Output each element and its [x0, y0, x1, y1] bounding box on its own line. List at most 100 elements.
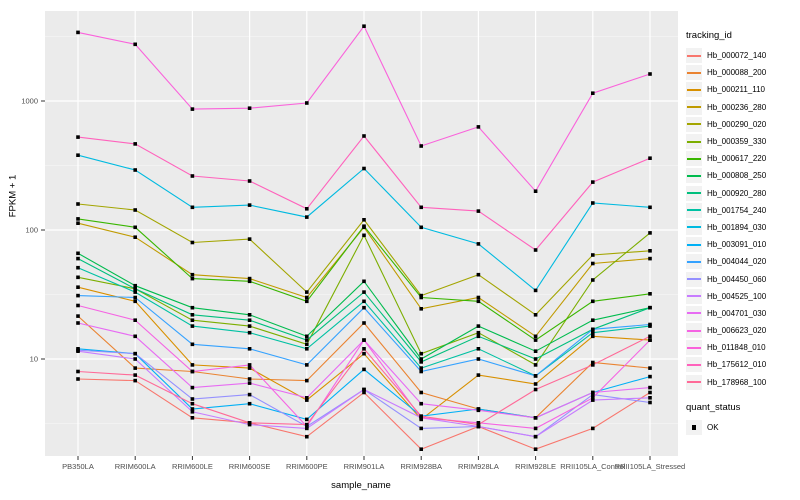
data-point: [591, 334, 595, 339]
x-tick-label: RRII105LA_Control: [560, 462, 625, 471]
legend-item-label: Hb_001754_240: [707, 205, 767, 215]
data-point: [305, 101, 309, 105]
data-point: [362, 279, 366, 284]
data-point: [419, 369, 423, 374]
data-point: [247, 366, 252, 370]
data-point: [476, 422, 481, 427]
legend-item-Hb_000359_330: Hb_000359_330: [686, 133, 800, 150]
data-point: [419, 426, 423, 431]
data-point: [305, 422, 309, 427]
legend-item-label: OK: [707, 422, 719, 432]
data-point: [419, 414, 423, 418]
data-point: [533, 248, 538, 252]
legend-item-label: Hb_000236_280: [707, 102, 767, 112]
data-point: [133, 373, 137, 377]
data-point: [533, 374, 538, 378]
data-point: [305, 424, 309, 429]
data-point: [76, 135, 80, 139]
legend-key-line: [687, 88, 701, 91]
data-point: [190, 318, 195, 322]
data-point: [362, 351, 366, 356]
data-point: [591, 392, 595, 397]
y-tick-label: 100: [25, 226, 38, 235]
data-point: [305, 338, 309, 342]
data-point: [305, 334, 309, 339]
data-point: [533, 288, 538, 293]
legend-item-Hb_003091_010: Hb_003091_010: [686, 236, 800, 253]
legend-key-swatch: [686, 219, 702, 235]
data-point: [362, 367, 366, 372]
data-point: [133, 42, 137, 47]
data-point: [648, 374, 652, 379]
legend-item-label: Hb_003091_010: [707, 240, 767, 250]
data-point: [419, 307, 423, 311]
data-point: [76, 303, 80, 308]
data-point: [419, 295, 423, 300]
data-point: [133, 142, 137, 146]
data-point: [476, 330, 481, 335]
data-point: [133, 235, 137, 239]
data-point: [419, 205, 423, 210]
data-point: [648, 385, 652, 390]
data-point: [76, 321, 80, 325]
data-point: [190, 385, 195, 390]
data-point: [476, 334, 481, 339]
legend-key-swatch: [686, 340, 702, 356]
legend-item-Hb_001754_240: Hb_001754_240: [686, 202, 800, 219]
legend-item-quant-OK: OK: [686, 419, 800, 436]
data-point: [133, 366, 137, 370]
data-point: [419, 357, 423, 361]
data-point: [533, 447, 538, 451]
data-point: [476, 272, 481, 277]
x-tick-label: RRIM928LE: [515, 462, 556, 471]
data-point: [247, 279, 252, 284]
legend-key-line: [687, 123, 701, 126]
data-point: [190, 369, 195, 374]
data-point: [362, 290, 366, 294]
data-point: [190, 324, 195, 328]
legend-key-swatch: [686, 323, 702, 339]
legend-key-line: [687, 54, 701, 57]
data-point: [648, 231, 652, 235]
data-point: [648, 338, 652, 342]
data-point: [76, 265, 80, 270]
legend-item-label: Hb_004525_100: [707, 291, 767, 301]
legend-item-label: Hb_004044_020: [707, 257, 767, 267]
data-point: [247, 401, 252, 406]
legend-item-label: Hb_000088_200: [707, 68, 767, 78]
legend-key-swatch: [686, 116, 702, 132]
legend-key-line: [687, 346, 701, 349]
data-point: [591, 327, 595, 332]
data-point: [476, 347, 481, 351]
legend-key-swatch: [686, 357, 702, 373]
legend-item-Hb_004450_060: Hb_004450_060: [686, 270, 800, 287]
legend-title-quant-status: quant_status: [686, 401, 741, 413]
data-point: [76, 153, 80, 157]
legend-item-label: Hb_178968_100: [707, 377, 767, 387]
data-point: [305, 299, 309, 304]
data-point: [133, 295, 137, 300]
data-point: [648, 390, 652, 395]
data-point: [648, 334, 652, 339]
legend-item-label: Hb_004701_030: [707, 308, 767, 318]
data-point: [362, 134, 366, 138]
data-point: [362, 305, 366, 310]
x-tick-label: RRIM600SE: [229, 462, 271, 471]
data-point: [247, 381, 252, 385]
x-tick-label: RRIM600LE: [172, 462, 213, 471]
data-point: [476, 408, 481, 413]
data-point: [247, 203, 252, 207]
data-point: [648, 305, 652, 310]
data-point: [305, 363, 309, 367]
legend-key-line: [687, 71, 701, 74]
data-point: [247, 377, 252, 381]
data-point: [190, 416, 195, 420]
data-point: [305, 396, 309, 400]
data-point: [591, 318, 595, 322]
data-point: [190, 397, 195, 401]
data-point: [476, 299, 481, 304]
legend-key-line: [687, 295, 701, 298]
legend-key-swatch: [686, 237, 702, 253]
data-point: [190, 205, 195, 210]
data-point: [533, 426, 538, 431]
